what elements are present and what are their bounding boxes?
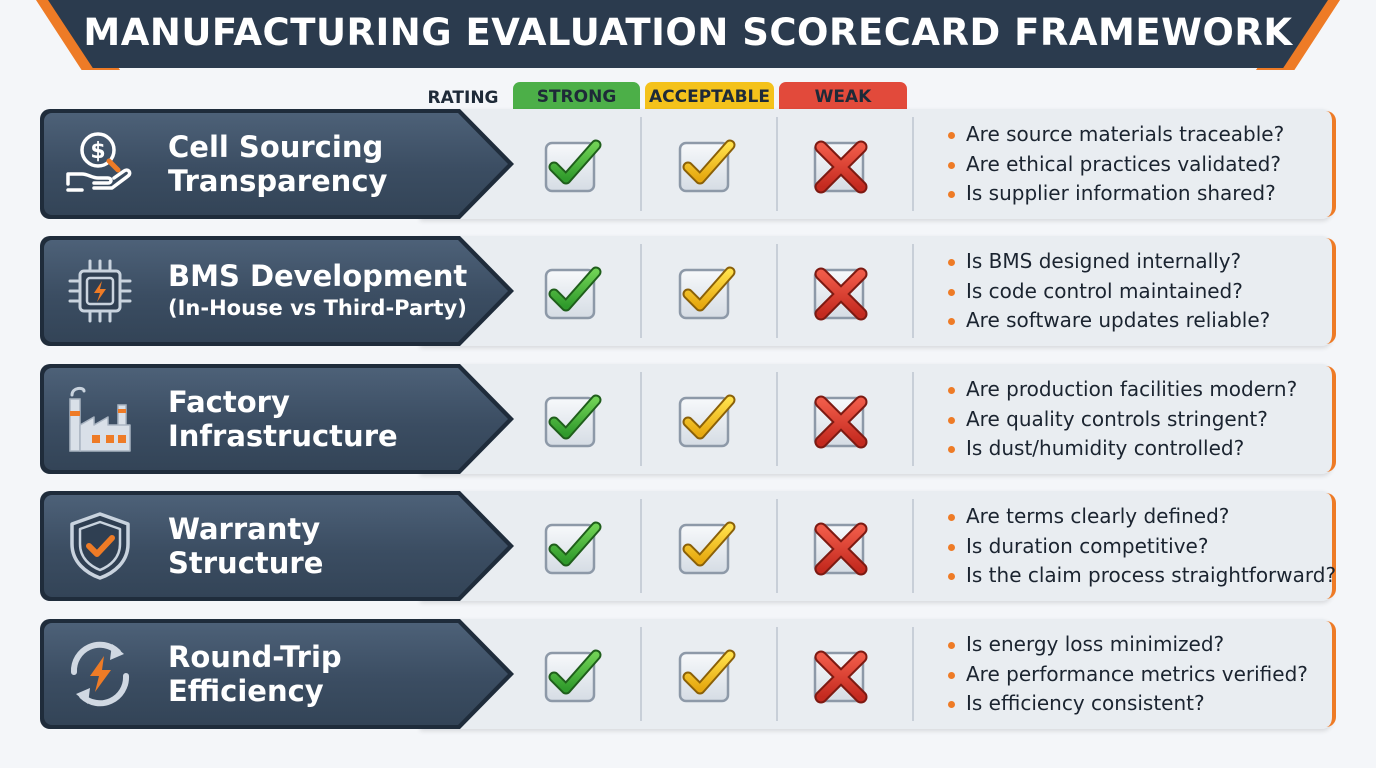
category-title-line1: Cell Sourcing [168, 130, 384, 164]
strong-check-icon [542, 135, 602, 195]
column-divider [912, 627, 914, 721]
weak-cross-icon [811, 135, 871, 195]
column-divider [912, 117, 914, 211]
category-title-line2: Structure [168, 546, 324, 580]
column-divider [912, 372, 914, 466]
category-arrow [40, 491, 514, 601]
column-divider [776, 244, 778, 338]
question-list: Is energy loss minimized? Are performance… [942, 630, 1332, 720]
weak-cross-icon [811, 390, 871, 450]
weak-cross-icon [811, 645, 871, 705]
category-title-line2: Infrastructure [168, 419, 398, 453]
scorecard-row: Factory Infrastructure Are production fa… [40, 364, 1336, 474]
scorecard-row: Round-Trip Efficiency Is energy loss min… [40, 619, 1336, 729]
question-item: Are source materials traceable? [942, 120, 1332, 150]
category-title-line1: Warranty [168, 512, 321, 546]
category-arrow [40, 109, 514, 219]
question-item: Is supplier information shared? [942, 179, 1332, 209]
factory-icon [62, 381, 138, 457]
panel-accent [1326, 238, 1336, 344]
column-divider [640, 117, 642, 211]
category-label: Factory Infrastructure [168, 364, 488, 474]
question-item: Is the claim process straightforward? [942, 561, 1336, 591]
circuit-chip-icon [62, 253, 138, 329]
question-item: Are production facilities modern? [942, 375, 1332, 405]
question-item: Are quality controls stringent? [942, 405, 1332, 435]
category-label: Round-Trip Efficiency [168, 619, 488, 729]
column-divider [640, 627, 642, 721]
category-arrow-inner [44, 623, 508, 725]
question-list: Are terms clearly defined? Is duration co… [942, 502, 1336, 592]
svg-text:$: $ [90, 139, 105, 164]
panel-accent [1326, 366, 1336, 472]
strong-check-icon [542, 645, 602, 705]
panel-accent [1326, 493, 1336, 599]
category-title-line1: Factory [168, 385, 290, 419]
column-divider [776, 372, 778, 466]
category-label: Warranty Structure [168, 491, 488, 601]
rating-tag-strong: STRONG [513, 82, 640, 111]
question-list: Are production facilities modern? Are qua… [942, 375, 1332, 465]
scorecard-row: BMS Development (In-House vs Third-Party… [40, 236, 1336, 346]
strong-check-icon [542, 517, 602, 577]
acceptable-check-icon [676, 390, 736, 450]
column-divider [776, 627, 778, 721]
category-title-line1: BMS Development [168, 259, 468, 293]
category-arrow [40, 364, 514, 474]
column-divider [640, 372, 642, 466]
column-divider [912, 244, 914, 338]
strong-check-icon [542, 390, 602, 450]
strong-check-icon [542, 262, 602, 322]
header-banner: MANUFACTURING EVALUATION SCORECARD FRAME… [48, 0, 1328, 68]
panel-accent [1326, 111, 1336, 217]
acceptable-check-icon [676, 262, 736, 322]
category-arrow [40, 619, 514, 729]
scorecard-row: Warranty Structure Are terms clearly def… [40, 491, 1336, 601]
shield-check-icon [62, 508, 138, 584]
category-subtitle: (In-House vs Third-Party) [168, 296, 467, 320]
question-list: Are source materials traceable? Are ethic… [942, 120, 1332, 210]
question-item: Are performance metrics verified? [942, 660, 1332, 690]
question-item: Are ethical practices validated? [942, 150, 1332, 180]
question-item: Is dust/humidity controlled? [942, 434, 1332, 464]
rating-label: RATING [427, 88, 499, 108]
rating-tag-weak: WEAK [779, 82, 907, 111]
column-divider [776, 117, 778, 211]
category-title-line1: Round-Trip [168, 640, 342, 674]
page-title: MANUFACTURING EVALUATION SCORECARD FRAME… [83, 10, 1293, 54]
weak-cross-icon [811, 517, 871, 577]
column-divider [776, 499, 778, 593]
question-item: Are software updates reliable? [942, 306, 1332, 336]
category-label: BMS Development (In-House vs Third-Party… [168, 236, 488, 346]
weak-cross-icon [811, 262, 871, 322]
refresh-energy-icon [62, 636, 138, 712]
column-divider [640, 499, 642, 593]
category-title-line2: Transparency [168, 164, 388, 198]
question-item: Is code control maintained? [942, 277, 1332, 307]
rating-tag-acceptable: ACCEPTABLE [645, 82, 774, 111]
question-item: Is duration competitive? [942, 532, 1332, 562]
category-arrow [40, 236, 514, 346]
question-item: Is energy loss minimized? [942, 630, 1332, 660]
question-list: Is BMS designed internally? Is code contr… [942, 247, 1332, 337]
scorecard-row: $ Cell Sourcing Transparency Are source … [40, 109, 1336, 219]
question-item: Is efficiency consistent? [942, 689, 1332, 719]
question-item: Is BMS designed internally? [942, 247, 1332, 277]
acceptable-check-icon [676, 645, 736, 705]
panel-accent [1326, 621, 1336, 727]
question-item: Are terms clearly defined? [942, 502, 1332, 532]
acceptable-check-icon [676, 517, 736, 577]
column-divider [912, 499, 914, 593]
category-label: Cell Sourcing Transparency [168, 109, 488, 219]
acceptable-check-icon [676, 135, 736, 195]
dollar-hand-icon: $ [62, 126, 138, 202]
category-arrow-inner [44, 113, 508, 215]
column-divider [640, 244, 642, 338]
category-title-line2: Efficiency [168, 674, 324, 708]
